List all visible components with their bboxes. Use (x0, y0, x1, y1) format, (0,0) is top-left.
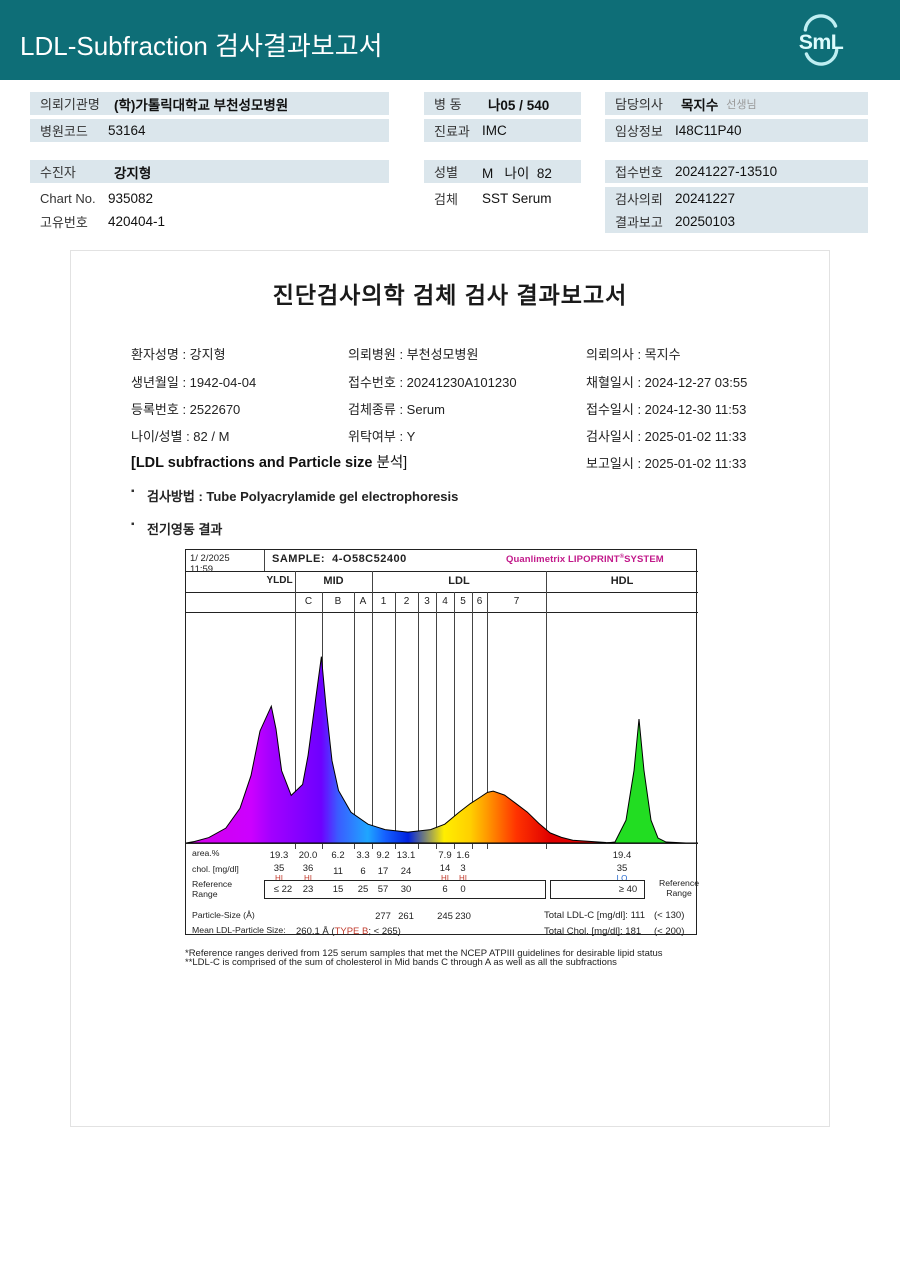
svg-text:SmL: SmL (799, 30, 844, 54)
